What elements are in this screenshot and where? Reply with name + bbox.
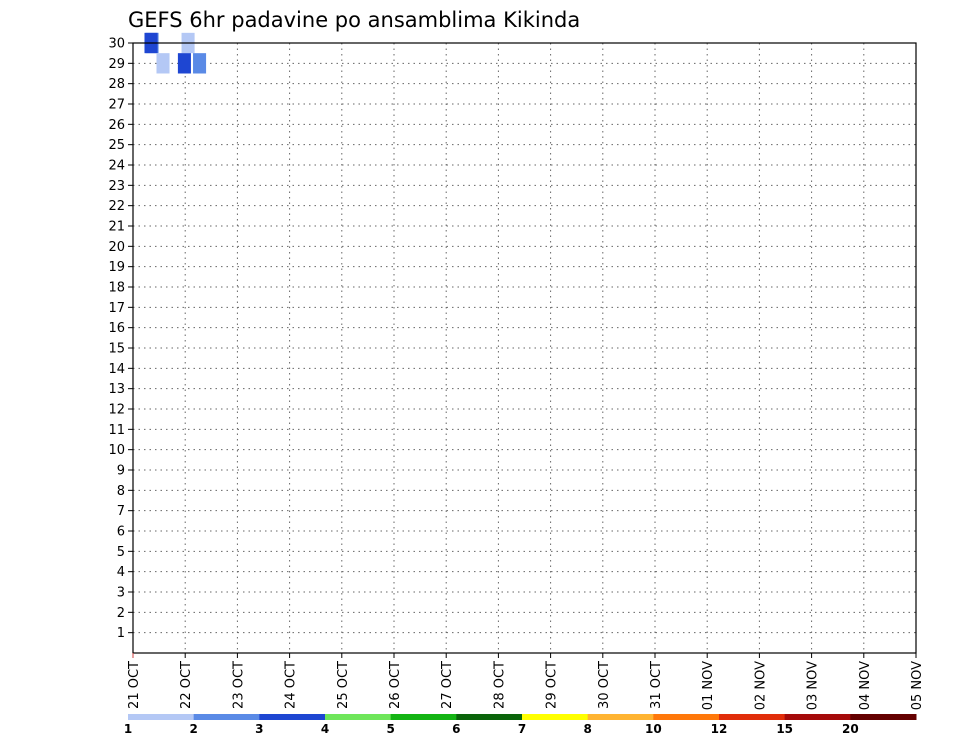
y-tick-label: 30 [108, 37, 125, 52]
x-axis: 21 OCT 22 OCT 23 OCT 24 OCT 25 OCT 26 OCT 27 O… [127, 653, 925, 710]
y-tick-label: 18 [108, 281, 125, 296]
colorbar-swatch [522, 714, 589, 720]
colorbar-label: 15 [776, 722, 793, 736]
y-tick-label: 27 [108, 98, 125, 113]
precip-cell [156, 53, 170, 74]
colorbar-label: 5 [386, 722, 394, 736]
colorbar-label: 12 [711, 722, 728, 736]
y-tick-label: 21 [108, 220, 125, 235]
y-tick-label: 22 [108, 199, 125, 214]
colorbar-label: 3 [255, 722, 263, 736]
colorbar-swatch [390, 714, 457, 720]
x-tick-label: 27 OCT [440, 661, 455, 709]
y-tick-label: 28 [108, 77, 125, 92]
precip-cell [177, 53, 191, 74]
x-tick-label: 02 NOV [753, 661, 768, 710]
x-tick-label: 05 NOV [910, 661, 925, 710]
x-tick-label: 28 OCT [492, 661, 507, 709]
colorbar-swatch [193, 714, 260, 720]
colorbar-swatch [653, 714, 720, 720]
x-tick-label: 31 OCT [649, 661, 664, 709]
precipitation-cells [144, 32, 207, 74]
x-tick-label: 26 OCT [388, 661, 403, 709]
y-tick-label: 25 [108, 138, 125, 153]
x-tick-label: 24 OCT [284, 661, 299, 709]
y-tick-label: 26 [108, 118, 125, 133]
colorbar-label: 2 [189, 722, 197, 736]
colorbar-swatch [850, 714, 917, 720]
y-tick-label: 3 [117, 586, 125, 601]
y-tick-label: 1 [117, 626, 125, 641]
colorbar-label: 6 [452, 722, 460, 736]
y-tick-label: 15 [108, 342, 125, 357]
y-tick-label: 9 [117, 464, 125, 479]
x-tick-label: 23 OCT [231, 661, 246, 709]
precip-cell [193, 53, 207, 74]
y-tick-label: 6 [117, 525, 125, 540]
x-tick-label: 03 NOV [806, 661, 821, 710]
y-tick-label: 24 [108, 159, 125, 174]
y-tick-label: 16 [108, 321, 125, 336]
y-tick-label: 2 [117, 606, 125, 621]
y-tick-label: 4 [117, 565, 125, 580]
y-axis: 1234567891011121314151617181920212223242… [108, 37, 133, 641]
colorbar-swatch [456, 714, 523, 720]
colorbar-swatch [259, 714, 326, 720]
x-tick-label: 25 OCT [336, 661, 351, 709]
colorbar-label: 4 [321, 722, 329, 736]
colorbar-swatch [784, 714, 851, 720]
colorbar-label: 8 [583, 722, 591, 736]
colorbar-swatch [128, 714, 195, 720]
y-tick-label: 14 [108, 362, 125, 377]
colorbar-swatch [719, 714, 786, 720]
y-tick-label: 17 [108, 301, 125, 316]
x-tick-label: 22 OCT [179, 661, 194, 709]
colorbar-label: 10 [645, 722, 662, 736]
y-tick-label: 7 [117, 504, 125, 519]
colorbar-legend: 1 2 3 4 5 6 7 8 10 12 15 20 [124, 714, 917, 736]
colorbar-label: 20 [842, 722, 859, 736]
y-tick-label: 29 [108, 57, 125, 72]
y-tick-label: 13 [108, 382, 125, 397]
y-tick-label: 10 [108, 443, 125, 458]
chart-title: GEFS 6hr padavine po ansamblima Kikinda [128, 8, 580, 32]
y-tick-label: 23 [108, 179, 125, 194]
y-tick-label: 19 [108, 260, 125, 275]
colorbar-label: 1 [124, 722, 132, 736]
y-tick-label: 8 [117, 484, 125, 499]
colorbar-swatch [325, 714, 392, 720]
x-tick-label: 01 NOV [701, 661, 716, 710]
y-tick-label: 5 [117, 545, 125, 560]
x-tick-label: 04 NOV [858, 661, 873, 710]
y-tick-label: 12 [108, 403, 125, 418]
y-tick-label: 20 [108, 240, 125, 255]
y-tick-label: 11 [108, 423, 125, 438]
x-tick-label: 30 OCT [597, 661, 612, 709]
grid-lines [133, 43, 916, 653]
x-tick-label: 21 OCT [127, 661, 142, 709]
colorbar-label: 7 [518, 722, 526, 736]
x-tick-label: 29 OCT [545, 661, 560, 709]
colorbar-swatch [587, 714, 654, 720]
